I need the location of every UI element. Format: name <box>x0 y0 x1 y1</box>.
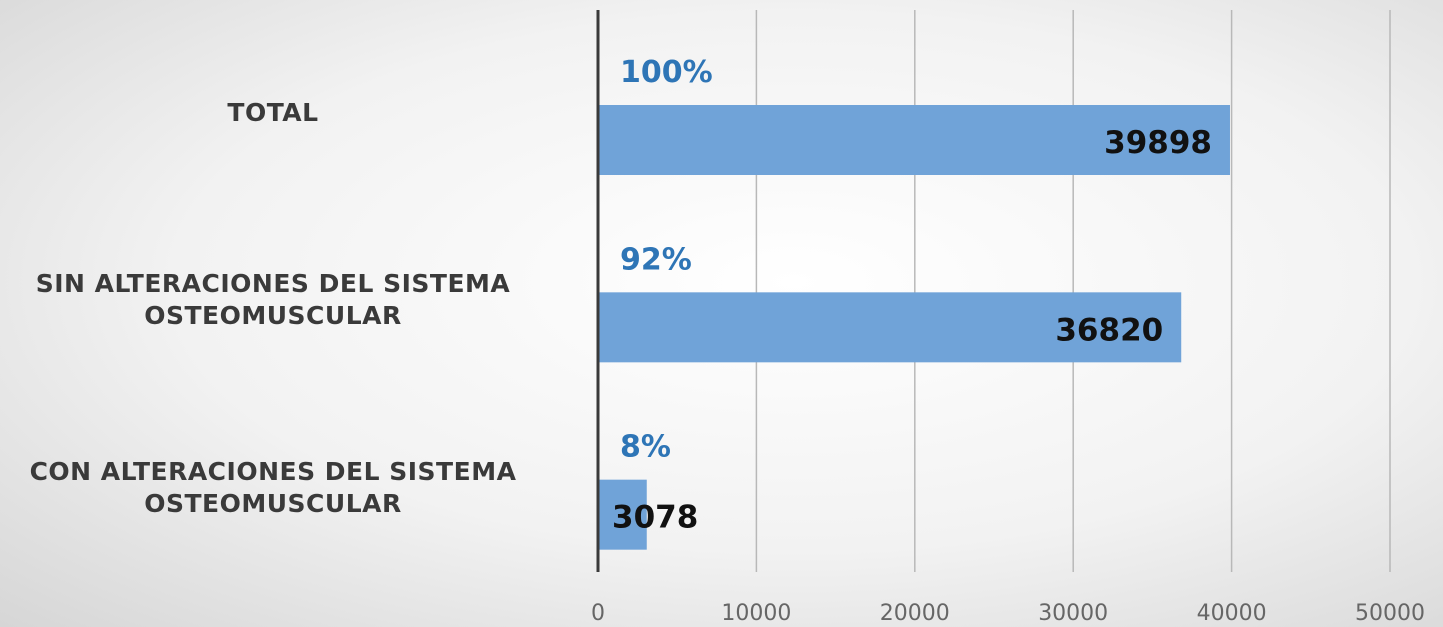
x-tick-label: 0 <box>591 601 605 626</box>
bar <box>598 292 1182 363</box>
bar <box>598 479 647 550</box>
x-tick-label: 10000 <box>721 601 791 626</box>
percent-label: 100% <box>620 55 713 90</box>
x-tick-label: 40000 <box>1197 601 1267 626</box>
value-label: 3078 <box>612 500 698 536</box>
value-label: 36820 <box>1055 312 1163 348</box>
x-tick-label: 50000 <box>1355 601 1425 626</box>
percent-label: 8% <box>620 430 671 465</box>
bar <box>598 105 1230 175</box>
percent-label: 92% <box>620 242 692 277</box>
category-label: SIN ALTERACIONES DEL SISTEMA OSTEOMUSCUL… <box>35 269 511 331</box>
x-tick-label: 30000 <box>1038 601 1108 626</box>
value-label: 39898 <box>1104 125 1212 161</box>
category-label: TOTAL <box>227 98 319 127</box>
x-tick-label: 20000 <box>880 601 950 626</box>
category-label: CON ALTERACIONES DEL SISTEMA OSTEOMUSCUL… <box>29 456 517 518</box>
